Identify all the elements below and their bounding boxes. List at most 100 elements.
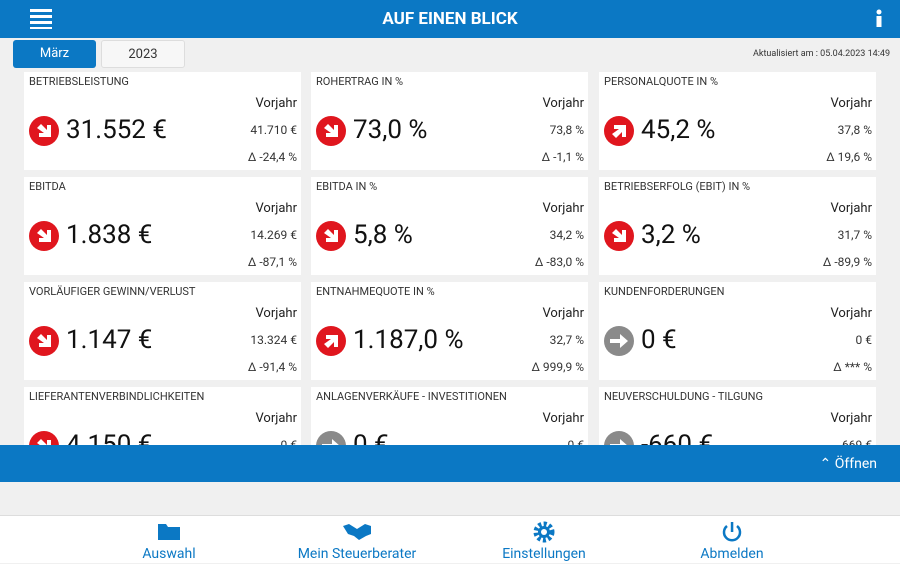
card-value: 0 €: [641, 325, 677, 355]
menu-icon[interactable]: [30, 7, 54, 29]
info-icon[interactable]: [874, 9, 884, 29]
power-icon: [722, 522, 742, 542]
nav-label: Auswahl: [142, 546, 196, 562]
gear-icon: [533, 521, 555, 543]
trend-icon: [29, 431, 59, 445]
trend-arrow: [324, 229, 338, 242]
card-title: NEUVERSCHULDUNG - TILGUNG: [604, 390, 763, 403]
nav-label: Abmelden: [700, 546, 764, 562]
prev-label: Vorjahr: [830, 201, 872, 216]
card-value: 31.552 €: [66, 115, 167, 145]
trend-arrow: [37, 334, 51, 347]
delta-value: Δ -1,1 %: [541, 150, 584, 164]
card-title: LIEFERANTENVERBINDLICHKEITEN: [29, 390, 205, 403]
trend-icon: [604, 116, 634, 146]
trend-arrow: [37, 229, 51, 242]
card-value: 73,0 %: [353, 115, 428, 145]
kpi-card: PERSONALQUOTE IN % Vorjahr 45,2 % 37,8 % Δ 1…: [599, 72, 876, 170]
card-title: ENTNAHMEQUOTE IN %: [316, 285, 435, 298]
card-title: BETRIEBSLEISTUNG: [29, 75, 129, 88]
trend-arrow: [37, 439, 51, 445]
card-title: KUNDENFORDERUNGEN: [604, 285, 725, 298]
trend-arrow: [322, 439, 339, 445]
card-title: EBITDA: [29, 180, 66, 193]
delta-value: Δ -24,4 %: [247, 150, 297, 164]
kpi-card: BETRIEBSERFOLG (EBIT) IN % Vorjahr 3,2 % 31…: [599, 177, 876, 275]
prev-value: 0 €: [567, 438, 584, 445]
kpi-card: EBITDA IN % Vorjahr 5,8 % 34,2 % Δ -83,0 %: [311, 177, 588, 275]
kpi-card: KUNDENFORDERUNGEN Vorjahr 0 € 0 € Δ *** %: [599, 282, 876, 380]
nav-item[interactable]: Mein Steuerberater: [267, 516, 447, 564]
nav-item[interactable]: Abmelden: [642, 516, 822, 564]
handshake-icon: [343, 524, 371, 540]
prev-label: Vorjahr: [830, 306, 872, 321]
trend-icon: [316, 431, 346, 445]
card-title: ROHERTRAG IN %: [316, 75, 404, 88]
prev-label: Vorjahr: [830, 96, 872, 111]
trend-icon: [604, 326, 634, 356]
prev-label: Vorjahr: [542, 96, 584, 111]
trend-arrow: [612, 125, 626, 138]
prev-label: Vorjahr: [255, 96, 297, 111]
card-title: BETRIEBSERFOLG (EBIT) IN %: [604, 180, 751, 193]
prev-value: 14.269 €: [250, 228, 297, 242]
nav-label: Mein Steuerberater: [297, 546, 417, 562]
card-title: ANLAGENVERKÄUFE - INVESTITIONEN: [316, 390, 507, 403]
card-title: EBITDA IN %: [316, 180, 378, 193]
card-value: 45,2 %: [641, 115, 716, 145]
trend-icon: [316, 326, 346, 356]
tab[interactable]: 2023: [101, 40, 185, 68]
tab[interactable]: März: [13, 40, 96, 68]
card-value: -660 €: [641, 430, 714, 445]
kpi-card: VORLÄUFIGER GEWINN/VERLUST Vorjahr 1.147 €…: [24, 282, 301, 380]
prev-value: 37,8 %: [837, 123, 872, 137]
prev-label: Vorjahr: [830, 411, 872, 426]
nav-item[interactable]: Auswahl: [79, 516, 259, 564]
kpi-card: NEUVERSCHULDUNG - TILGUNG Vorjahr -660 € 66…: [599, 387, 876, 445]
delta-value: Δ -83,0 %: [534, 255, 584, 269]
prev-value: 34,2 %: [549, 228, 584, 242]
card-value: 5,8 %: [353, 220, 413, 250]
header: AUF EINEN BLICK: [0, 0, 900, 38]
delta-value: Δ *** %: [833, 360, 872, 374]
nav-label: Einstellungen: [502, 546, 586, 562]
prev-label: Vorjahr: [542, 201, 584, 216]
nav-item[interactable]: Einstellungen: [454, 516, 634, 564]
prev-value: 669 €: [842, 438, 872, 445]
prev-value: 73,8 %: [549, 123, 584, 137]
kpi-card: ANLAGENVERKÄUFE - INVESTITIONEN Vorjahr 0 …: [311, 387, 588, 445]
header-title: AUF EINEN BLICK: [382, 9, 518, 29]
trend-arrow: [612, 229, 626, 242]
prev-value: 41.710 €: [250, 123, 297, 137]
trend-arrow: [610, 439, 627, 445]
trend-icon: [316, 116, 346, 146]
prev-value: 31,7 %: [837, 228, 872, 242]
trend-icon: [604, 221, 634, 251]
kpi-card: LIEFERANTENVERBINDLICHKEITEN Vorjahr 4.150…: [24, 387, 301, 445]
card-grid: BETRIEBSLEISTUNG Vorjahr 31.552 € 41.710 € Δ…: [0, 72, 900, 445]
card-title: PERSONALQUOTE IN %: [604, 75, 719, 88]
open-bar: ⌃ Öffnen: [0, 445, 900, 482]
card-value: 4.150 €: [66, 430, 153, 445]
delta-value: Δ 999,9 %: [531, 360, 584, 374]
card-value: 0 €: [353, 430, 389, 445]
card-value: 1.838 €: [66, 220, 153, 250]
kpi-card: ENTNAHMEQUOTE IN % Vorjahr 1.187,0 % 32,7 %…: [311, 282, 588, 380]
open-button[interactable]: ⌃ Öffnen: [819, 456, 877, 472]
kpi-card: BETRIEBSLEISTUNG Vorjahr 31.552 € 41.710 € Δ…: [24, 72, 301, 170]
trend-icon: [29, 221, 59, 251]
card-value: 1.187,0 %: [353, 325, 464, 355]
delta-value: Δ 19,6 %: [826, 150, 872, 164]
trend-circle: [316, 431, 346, 445]
prev-value: 0 €: [855, 333, 872, 347]
kpi-card: EBITDA Vorjahr 1.838 € 14.269 € Δ -87,1 %: [24, 177, 301, 275]
delta-value: Δ -91,4 %: [247, 360, 297, 374]
trend-arrow: [324, 335, 338, 348]
prev-label: Vorjahr: [542, 306, 584, 321]
card-value: 3,2 %: [641, 220, 701, 250]
trend-circle: [29, 431, 59, 445]
bottom-nav: Auswahl Mein Steuerberater Einstellungen…: [0, 515, 900, 563]
prev-label: Vorjahr: [255, 306, 297, 321]
prev-label: Vorjahr: [255, 201, 297, 216]
card-value: 1.147 €: [66, 325, 153, 355]
